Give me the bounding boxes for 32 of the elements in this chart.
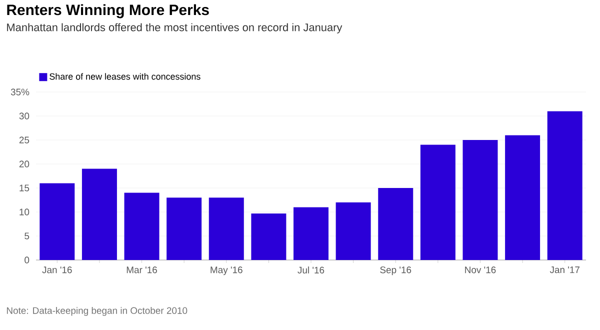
- bar: [505, 135, 540, 260]
- x-tick-label: Sep '16: [380, 266, 412, 276]
- bar: [166, 198, 202, 260]
- bar: [378, 188, 414, 260]
- y-tick-label: 35%: [10, 88, 30, 96]
- y-tick-label: 5: [24, 232, 30, 240]
- y-tick-label: 10: [20, 208, 30, 216]
- bar: [547, 111, 582, 260]
- bar: [208, 198, 244, 260]
- x-tick-label: May '16: [210, 266, 242, 276]
- bar: [40, 183, 75, 260]
- y-tick-label: 20: [19, 160, 30, 168]
- x-tick-label: Jan '17: [550, 266, 580, 274]
- chart-subtitle: Manhattan landlords offered the most incentives on record in January: [7, 23, 342, 34]
- y-tick-label: 0: [24, 256, 30, 264]
- x-tick-label: Jul '16: [298, 266, 324, 274]
- bar: [124, 192, 160, 260]
- x-tick-label: Nov '16: [465, 266, 496, 274]
- bar: [462, 140, 498, 260]
- bar: [336, 202, 371, 260]
- x-tick-label: Mar '16: [126, 266, 157, 274]
- text: Note: Data-keeping began in October 2010: [6, 306, 188, 316]
- x-tick-label: Jan '16: [42, 266, 72, 274]
- bar: [420, 144, 456, 260]
- y-tick-label: 30: [19, 112, 30, 120]
- y-tick-label: 25: [19, 136, 30, 144]
- chart-title: Renters Winning More Perks: [7, 4, 209, 18]
- y-tick-label: 15: [20, 184, 30, 192]
- bar: [294, 207, 329, 260]
- legend-label: Share of new leases with concessions: [50, 73, 200, 80]
- bar: [251, 213, 286, 260]
- bar: [82, 168, 117, 260]
